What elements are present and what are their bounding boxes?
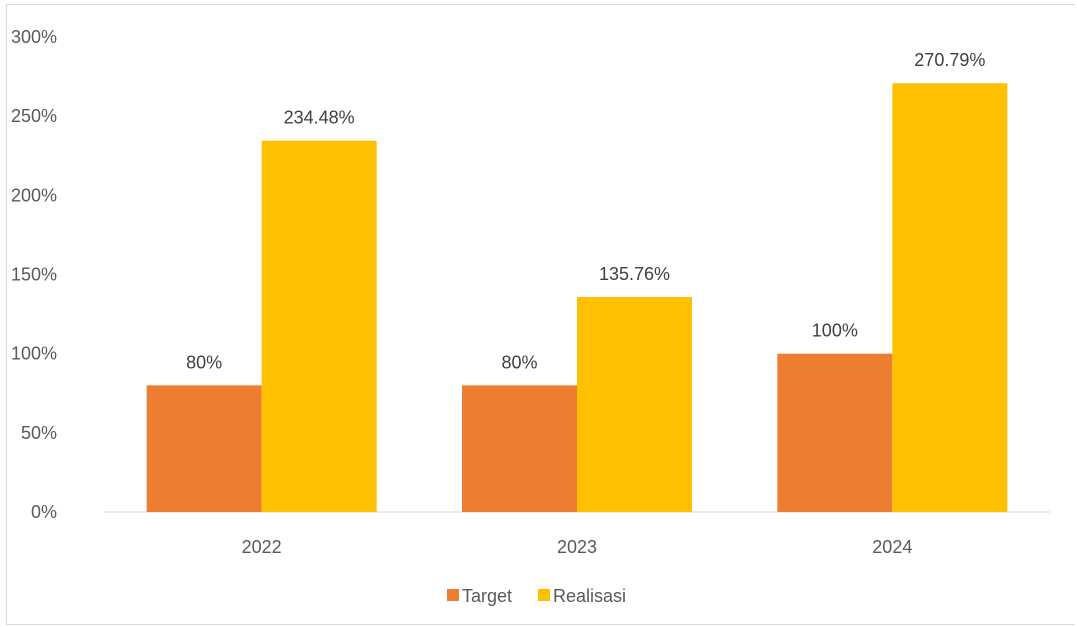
y-tick-label: 250%	[11, 106, 57, 126]
legend-swatch-target	[447, 589, 459, 601]
bar-realisasi-2023	[577, 297, 692, 512]
data-label-realisasi-2022: 234.48%	[284, 108, 355, 128]
y-tick-label: 50%	[21, 423, 57, 443]
y-tick-label: 300%	[11, 27, 57, 47]
legend-label-realisasi: Realisasi	[553, 586, 626, 606]
y-tick-label: 150%	[11, 265, 57, 285]
x-tick-label: 2024	[872, 537, 912, 557]
bar-target-2024	[777, 353, 893, 512]
bar-realisasi-2022	[261, 140, 377, 513]
bar-target-2022	[146, 385, 262, 512]
y-tick-label: 0%	[31, 502, 57, 522]
data-label-target-2022: 80%	[186, 352, 222, 372]
chart-frame	[6, 4, 1075, 625]
data-label-realisasi-2023: 135.76%	[599, 264, 670, 284]
data-label-target-2024: 100%	[812, 321, 858, 341]
data-label-realisasi-2024: 270.79%	[914, 50, 985, 70]
y-tick-label: 100%	[11, 344, 57, 364]
x-tick-label: 2023	[557, 537, 597, 557]
legend-label-target: Target	[462, 586, 512, 606]
bar-realisasi-2024	[892, 83, 1008, 512]
y-tick-label: 200%	[11, 185, 57, 205]
data-label-target-2023: 80%	[501, 352, 537, 372]
bar-target-2023	[462, 385, 577, 512]
legend-swatch-realisasi	[538, 589, 551, 601]
x-tick-label: 2022	[242, 537, 282, 557]
